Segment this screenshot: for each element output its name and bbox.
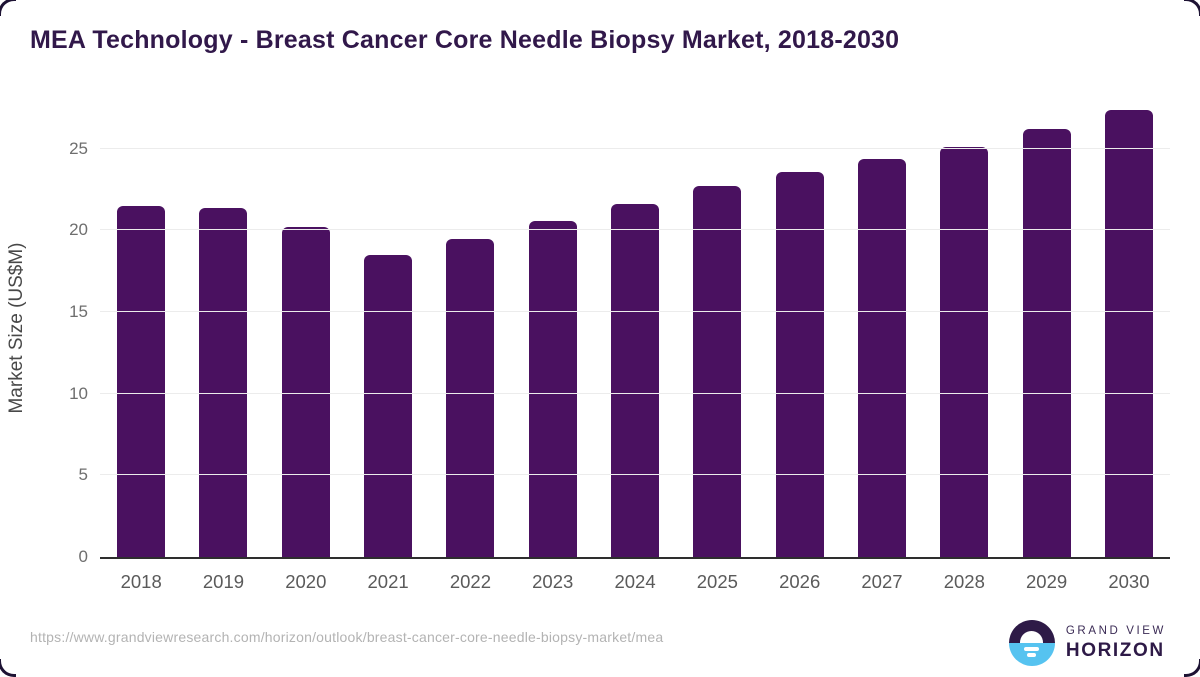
- x-tick-2021: 2021: [367, 571, 409, 592]
- page-title: MEA Technology - Breast Cancer Core Need…: [30, 26, 900, 54]
- plot-area: 0 5 10 15 20 25: [69, 94, 1170, 566]
- bar-slot-2020: [265, 94, 347, 557]
- x-tick-2027: 2027: [861, 571, 903, 592]
- x-tick-2025: 2025: [696, 571, 738, 592]
- bar-slot-2024: [594, 94, 676, 557]
- y-axis-title: Market Size (US$M): [6, 242, 27, 414]
- rounded-corner-top-left: [0, 0, 16, 16]
- x-tick-2019: 2019: [202, 571, 245, 592]
- x-tick-2030: 2030: [1108, 571, 1150, 592]
- bar-slot-2022: [429, 94, 511, 557]
- x-tick-2018: 2018: [120, 571, 162, 592]
- rounded-corner-top-right: [1184, 0, 1200, 16]
- logo-text-horizon: HORIZON: [1065, 640, 1165, 662]
- x-tick-2029: 2029: [1026, 571, 1068, 592]
- bar-slot-2019: [182, 94, 264, 557]
- bar-2029: [1022, 129, 1071, 557]
- gridline-25: [100, 147, 1170, 149]
- x-tick-2028: 2028: [943, 571, 985, 592]
- bar-2019: [199, 207, 248, 557]
- x-tick-2022: 2022: [449, 571, 491, 592]
- x-tick-2020: 2020: [285, 571, 327, 592]
- logo-text-grand-view: GRAND VIEW: [1065, 624, 1166, 637]
- source-url: https://www.grandviewresearch.com/horizo…: [30, 629, 664, 645]
- x-tick-2026: 2026: [779, 571, 821, 592]
- bar-2030: [1104, 109, 1153, 557]
- y-tick-0: 0: [78, 547, 88, 566]
- bar-2021: [364, 254, 413, 557]
- x-axis-labels: 2018 2019 2020 2021 2022 2023 2024 2025 2026 2027…: [100, 571, 1170, 593]
- bar-slot-2023: [512, 94, 594, 557]
- bar-2027: [857, 158, 906, 557]
- bar-slot-2028: [923, 94, 1005, 557]
- y-tick-10: 10: [69, 383, 88, 403]
- grand-view-horizon-logo: GRAND VIEW HORIZON: [1008, 620, 1166, 666]
- bar-2022: [446, 238, 495, 557]
- bar-slot-2030: [1088, 94, 1170, 557]
- bar-slot-2027: [841, 94, 923, 557]
- gridline-15: [100, 311, 1170, 313]
- bar-2024: [611, 204, 660, 557]
- bar-2028: [940, 147, 989, 557]
- bar-2023: [528, 220, 577, 557]
- bar-2026: [775, 171, 824, 557]
- y-tick-25: 25: [69, 138, 88, 158]
- bars-group: [100, 94, 1170, 557]
- bar-slot-2029: [1005, 94, 1087, 557]
- x-tick-2024: 2024: [614, 571, 656, 592]
- bar-2020: [281, 227, 330, 557]
- x-tick-2023: 2023: [532, 571, 574, 592]
- bar-slot-2018: [100, 94, 182, 557]
- rounded-corner-bottom-right: [1184, 659, 1200, 677]
- gridline-5: [100, 474, 1170, 476]
- y-tick-15: 15: [69, 302, 88, 322]
- rounded-corner-bottom-left: [0, 659, 16, 677]
- bar-slot-2021: [347, 94, 429, 557]
- gridline-20: [100, 229, 1170, 231]
- bar-2018: [117, 205, 166, 557]
- bar-2025: [693, 186, 742, 557]
- gridline-10: [100, 392, 1170, 394]
- y-tick-5: 5: [78, 465, 88, 485]
- y-tick-20: 20: [69, 220, 88, 240]
- bar-slot-2025: [676, 94, 758, 557]
- bar-slot-2026: [759, 94, 841, 557]
- horizon-sun-icon: [1008, 620, 1055, 666]
